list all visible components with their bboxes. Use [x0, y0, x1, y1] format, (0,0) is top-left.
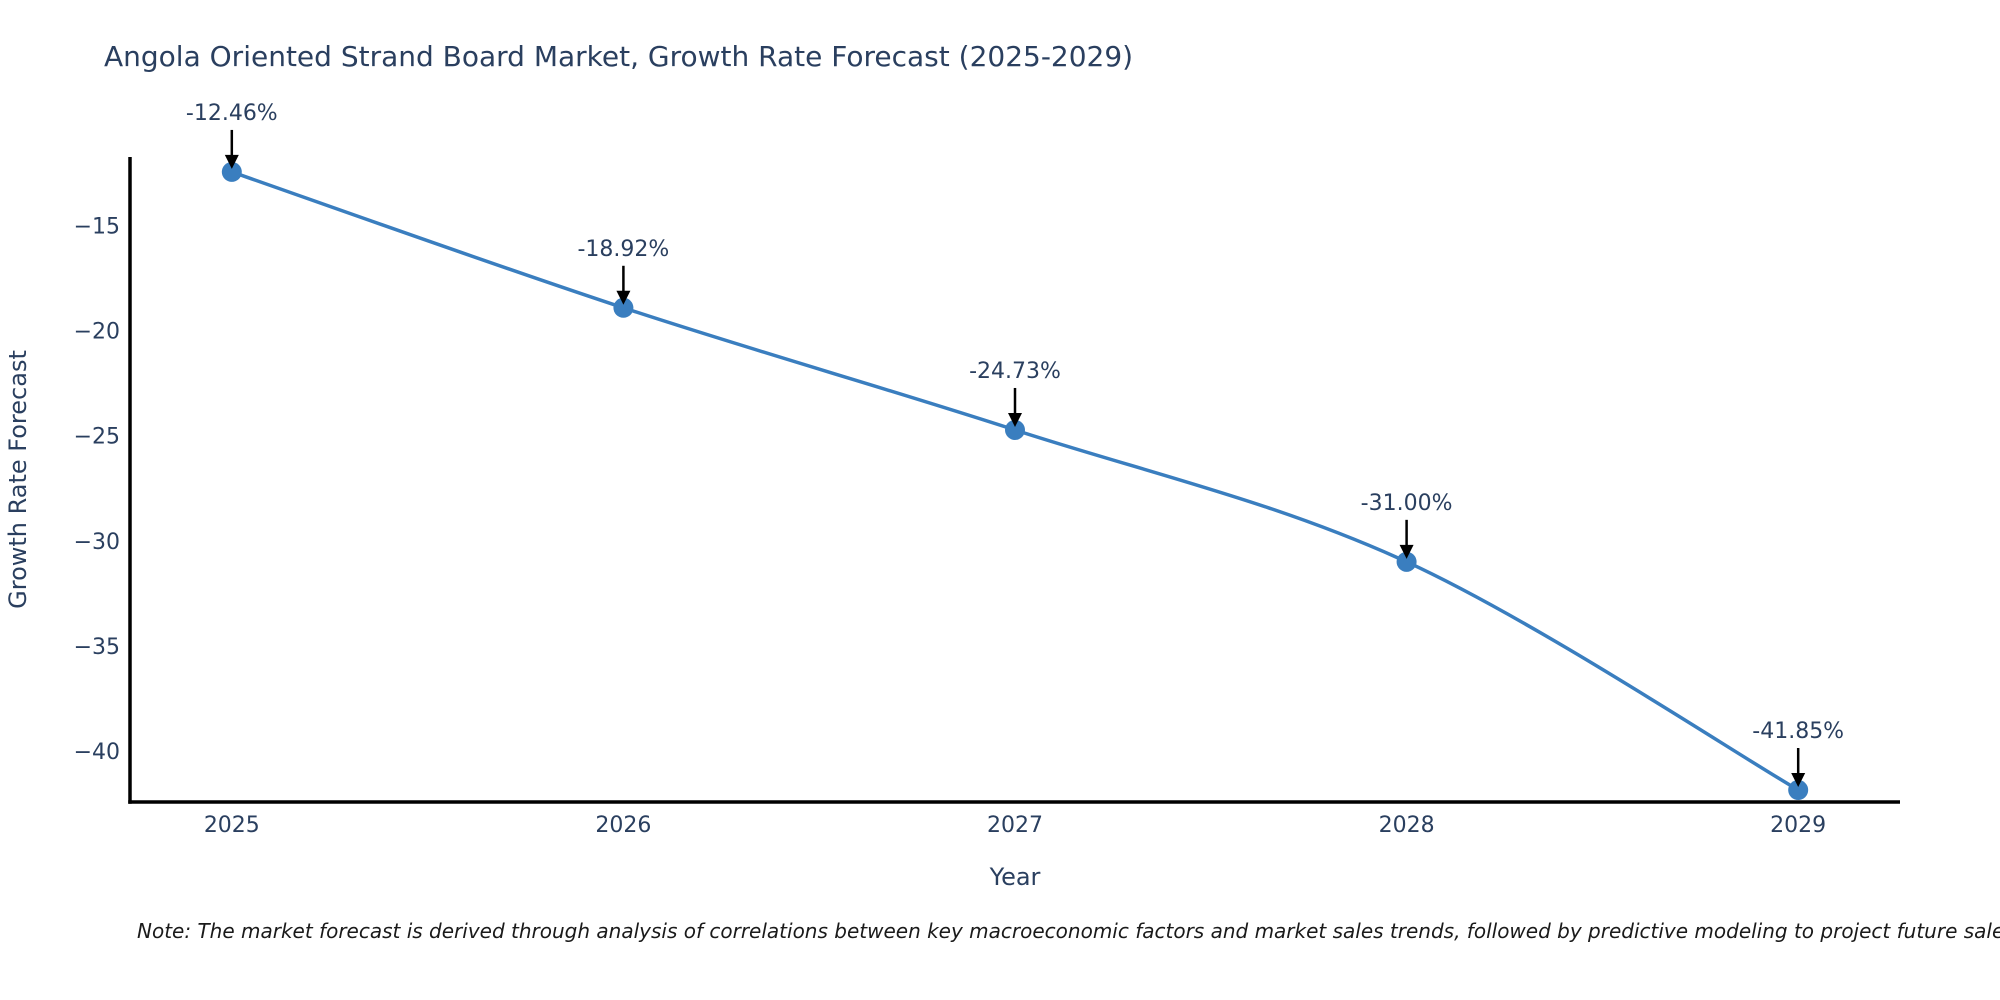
x-tick-label: 2025 — [204, 813, 260, 838]
point-annotation-label: -24.73% — [969, 359, 1061, 384]
annotation-arrowhead-icon — [1791, 773, 1806, 788]
series-line — [230, 170, 1800, 792]
x-tick-label: 2026 — [595, 813, 651, 838]
annotation-arrowhead-icon — [1008, 412, 1022, 427]
data-point-marker — [1005, 419, 1025, 440]
point-annotation-label: -31.00% — [1361, 491, 1453, 516]
x-tick-label: 2027 — [987, 813, 1043, 838]
point-annotation-label: -12.46% — [186, 101, 278, 126]
y-tick-label: −35 — [74, 635, 120, 660]
data-point-marker — [1788, 780, 1809, 801]
y-tick-label: −40 — [74, 740, 120, 765]
y-tick-label: −20 — [74, 320, 120, 345]
y-axis-title: Growth Rate Forecast — [4, 350, 32, 609]
point-annotation-label: -18.92% — [577, 237, 669, 262]
x-axis-title: Year — [989, 863, 1041, 891]
y-tick-label: −15 — [74, 214, 120, 239]
data-point-marker — [1396, 551, 1417, 572]
chart-title: Angola Oriented Strand Board Market, Gro… — [104, 40, 1134, 73]
data-point-marker — [613, 297, 634, 318]
footnote: Note: The market forecast is derived thr… — [137, 919, 2000, 943]
y-tick-label: −25 — [74, 425, 120, 450]
x-tick-label: 2028 — [1379, 813, 1435, 838]
annotation-arrowhead-icon — [1399, 544, 1414, 559]
data-point-marker — [221, 161, 242, 182]
annotation-arrowhead-icon — [616, 290, 631, 305]
y-tick-label: −30 — [74, 530, 120, 555]
point-annotation-label: -41.85% — [1752, 719, 1844, 744]
x-tick-label: 2029 — [1770, 813, 1826, 838]
annotation-arrowhead-icon — [224, 154, 239, 169]
